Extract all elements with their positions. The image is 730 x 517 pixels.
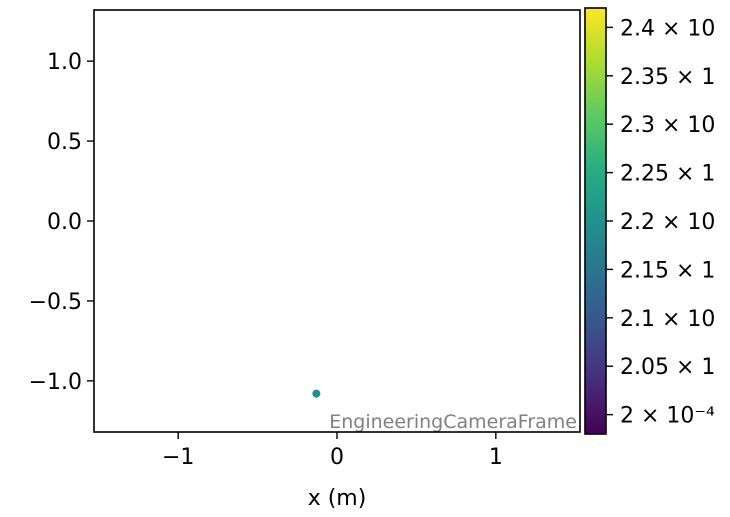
colorbar-tick-label: 2.05 × 1 bbox=[620, 355, 715, 380]
colorbar-tick-label: 2.15 × 1 bbox=[620, 258, 715, 283]
y-tick-label: −0.5 bbox=[29, 290, 82, 315]
colorbar-tick-label: 2.1 × 10 bbox=[620, 307, 715, 332]
colorbar-tick-label: 2.3 × 10 bbox=[620, 113, 715, 138]
y-axis: 1.0 0.5 0.0 −0.5 −1.0 bbox=[29, 50, 94, 395]
x-tick-label: 1 bbox=[489, 445, 503, 470]
y-tick-label: 0.0 bbox=[47, 210, 82, 235]
y-tick-label: −1.0 bbox=[29, 370, 82, 395]
y-tick-label: 0.5 bbox=[47, 130, 82, 155]
colorbar-tick-label: 2 × 10⁻⁴ bbox=[620, 404, 715, 429]
y-tick-label: 1.0 bbox=[47, 50, 82, 75]
colorbar-gradient bbox=[585, 8, 606, 434]
data-point bbox=[312, 389, 321, 398]
colorbar-tick-label: 2.4 × 10 bbox=[620, 16, 715, 41]
x-axis-label: x (m) bbox=[308, 486, 367, 511]
colorbar-tick-label: 2.25 × 1 bbox=[620, 162, 715, 187]
plot-area: EngineeringCameraFrame bbox=[93, 9, 581, 433]
colorbar-tick-label: 2.2 × 10 bbox=[620, 210, 715, 235]
x-axis: −1 0 1 bbox=[162, 432, 503, 470]
colorbar-tick-label: 2.35 × 1 bbox=[620, 65, 715, 90]
x-tick-label: −1 bbox=[162, 445, 194, 470]
colorbar: 2 × 10⁻⁴ 2.05 × 1 2.1 × 10 2.15 × 1 2.2 × 10… bbox=[584, 7, 715, 435]
frame-annotation: EngineeringCameraFrame bbox=[329, 411, 577, 433]
colorbar-ticks: 2 × 10⁻⁴ 2.05 × 1 2.1 × 10 2.15 × 1 2.2 × 10… bbox=[606, 16, 715, 429]
points-layer bbox=[312, 389, 321, 398]
plot-background bbox=[94, 10, 580, 432]
x-tick-label: 0 bbox=[330, 445, 344, 470]
